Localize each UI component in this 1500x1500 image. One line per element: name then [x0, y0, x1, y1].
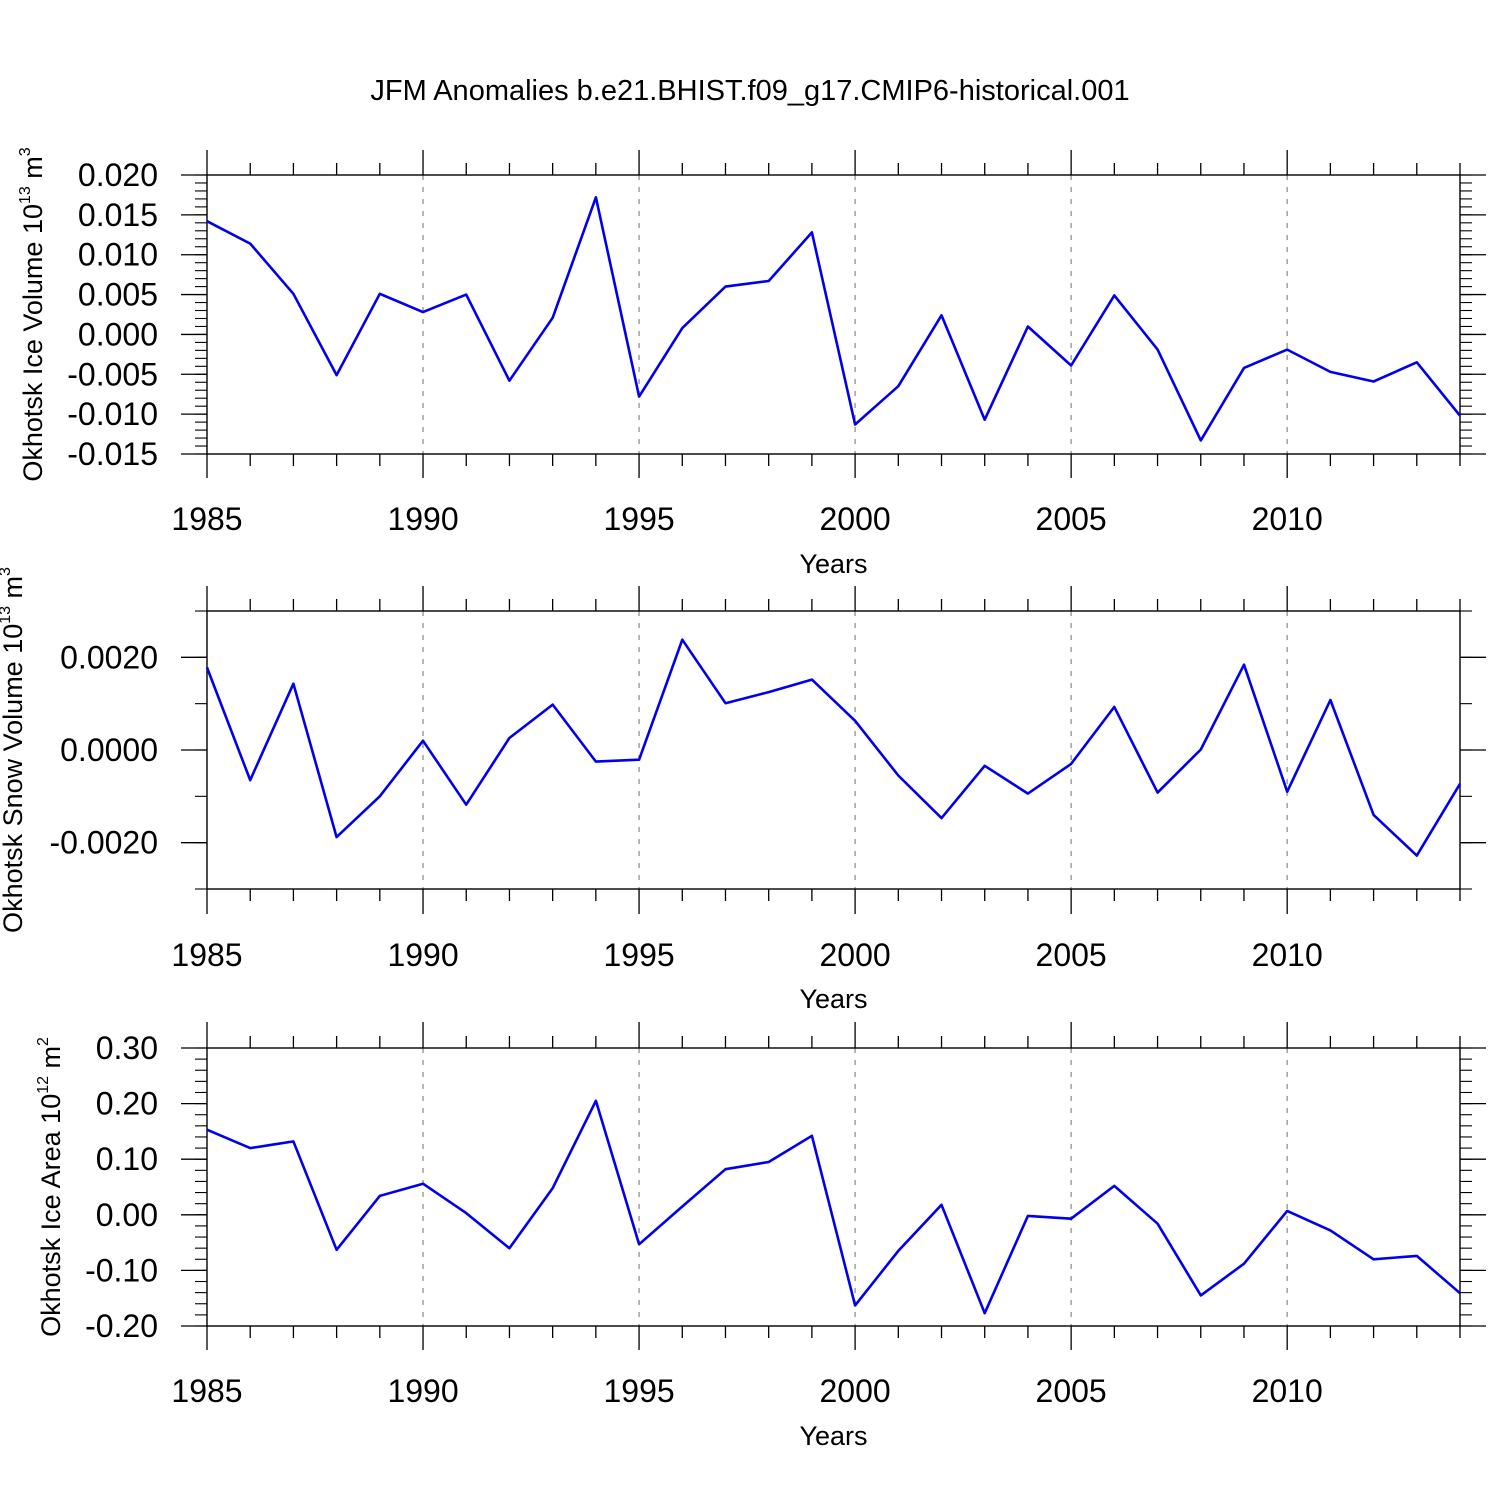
- y-axis-title-exponent: 13: [17, 186, 34, 204]
- y-axis-title-exponent: 12: [35, 1076, 52, 1094]
- ice-area-panel: -0.20 -0.10 0.00 0.10 0.20 0.30 1985 1990 1995 20…: [35, 1022, 1486, 1451]
- y-axis-title-unit: m: [18, 156, 48, 186]
- x-tick-label: 2000: [820, 1373, 891, 1409]
- y-tick-label: 0.015: [78, 197, 158, 233]
- x-tick-label: 1990: [387, 1373, 458, 1409]
- x-tick-label: 1995: [603, 501, 674, 537]
- y-axis-title-unit: m: [36, 1046, 66, 1076]
- y-axis-title-unit-exponent: 3: [0, 567, 14, 576]
- y-tick-label: -0.005: [67, 356, 158, 392]
- y-axis-title-text: Okhotsk Ice Area 10: [36, 1094, 66, 1337]
- y-axis-title: Okhotsk Snow Volume 1013 m3: [0, 567, 28, 933]
- x-tick-label: 2005: [1036, 937, 1107, 973]
- ice-volume-panel: -0.015 -0.010 -0.005 0.0000.005 0.010 0.015 0.…: [17, 147, 1486, 579]
- figure-title: JFM Anomalies b.e21.BHIST.f09_g17.CMIP6-…: [370, 75, 1129, 107]
- y-axis-title-text: Okhotsk Ice Volume 10: [18, 204, 48, 482]
- x-tick-label: 2010: [1252, 1373, 1323, 1409]
- y-tick-label: 0.0020: [60, 639, 158, 675]
- y-axis-title-exponent: 13: [0, 606, 14, 624]
- x-tick-label: 1990: [387, 937, 458, 973]
- y-axis-title: Okhotsk Ice Area 1012 m2: [35, 1037, 66, 1337]
- x-axis-title: Years: [799, 984, 867, 1014]
- y-axis-title-unit: m: [0, 576, 28, 606]
- series-line: [206, 196, 1462, 442]
- y-tick-label: 0.0000: [60, 732, 158, 768]
- x-tick-label: 2005: [1036, 1373, 1107, 1409]
- x-tick-label: 2010: [1252, 501, 1323, 537]
- y-tick-label: -0.010: [67, 396, 158, 432]
- x-tick-label: 1995: [603, 1373, 674, 1409]
- y-tick-label: 0.30: [96, 1030, 158, 1066]
- x-tick-label: 2000: [820, 501, 891, 537]
- y-axis-title-unit-exponent: 2: [35, 1037, 52, 1046]
- y-axis-title-text: Okhotsk Snow Volume 10: [0, 624, 28, 933]
- plot-frame: [206, 174, 1461, 455]
- y-axis-title: Okhotsk Ice Volume 1013 m3: [17, 147, 48, 481]
- y-tick-label: 0.005: [78, 277, 158, 313]
- series-line: [205, 638, 1462, 857]
- y-tick-label: -0.20: [85, 1308, 158, 1344]
- x-axis-title: Years: [799, 1421, 867, 1451]
- y-axis-title-unit-exponent: 3: [17, 147, 34, 156]
- x-tick-label: 2010: [1252, 937, 1323, 973]
- y-tick-label: -0.015: [67, 436, 158, 472]
- y-tick-label: 0.000: [78, 316, 158, 352]
- y-tick-label: -0.10: [85, 1252, 158, 1288]
- x-tick-label: 1995: [603, 937, 674, 973]
- x-tick-label: 1985: [171, 501, 242, 537]
- x-tick-label: 1985: [171, 937, 242, 973]
- snow-volume-panel: -0.0020 0.0000 0.0020 1985 1990 1995 2000 2005 2…: [0, 567, 1486, 1014]
- x-axis-title: Years: [799, 549, 867, 579]
- y-tick-label: 0.00: [96, 1197, 158, 1233]
- y-tick-label: 0.010: [78, 237, 158, 273]
- x-tick-label: 1990: [387, 501, 458, 537]
- y-tick-label: 0.10: [96, 1141, 158, 1177]
- plot-frame: [206, 1047, 1461, 1327]
- x-tick-label: 2000: [820, 937, 891, 973]
- y-tick-label: 0.20: [96, 1086, 158, 1122]
- series-line: [206, 1099, 1461, 1315]
- x-tick-label: 1985: [171, 1373, 242, 1409]
- y-tick-label: 0.020: [78, 157, 158, 193]
- x-tick-label: 2005: [1036, 501, 1107, 537]
- y-tick-label: -0.0020: [49, 825, 158, 861]
